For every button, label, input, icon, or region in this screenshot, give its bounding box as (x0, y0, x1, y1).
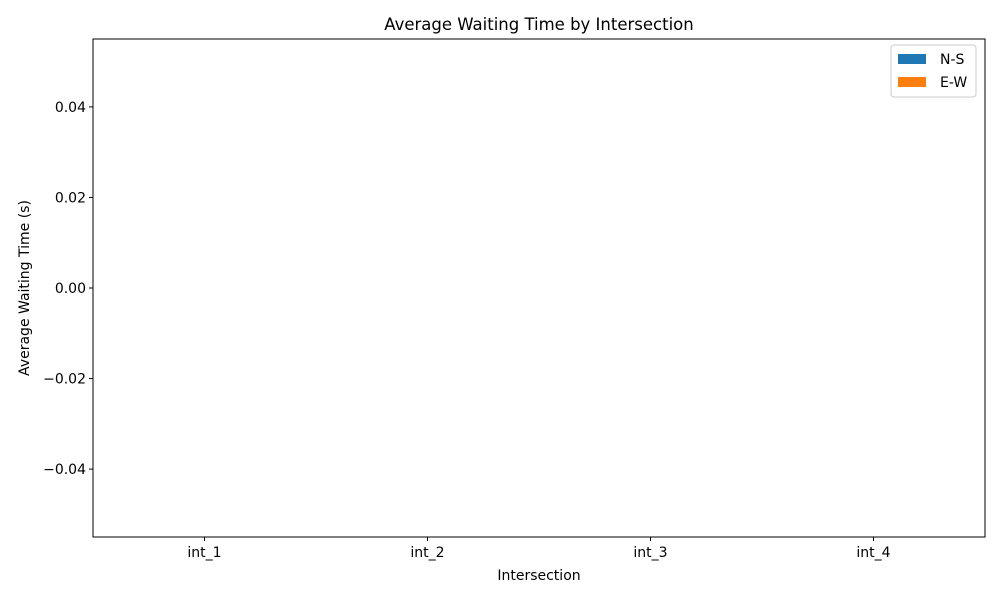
legend-label-ns: N-S (940, 52, 965, 68)
y-axis-ticks: −0.04 −0.02 0.00 0.02 0.04 (43, 100, 93, 478)
chart-title: Average Waiting Time by Intersection (384, 15, 693, 34)
legend-swatch-ew (898, 77, 926, 87)
plot-area (93, 39, 985, 537)
y-tick-label: 0.00 (55, 281, 86, 297)
y-axis-label: Average Waiting Time (s) (17, 200, 33, 376)
y-tick-label: −0.02 (43, 372, 86, 388)
x-axis-label: Intersection (497, 568, 580, 584)
y-tick-label: −0.04 (43, 462, 86, 478)
legend-swatch-ns (898, 54, 926, 64)
legend: N-S E-W (890, 44, 977, 98)
y-tick-label: 0.04 (55, 100, 86, 116)
x-tick-label: int_4 (856, 545, 890, 561)
x-tick-label: int_3 (633, 545, 667, 561)
legend-label-ew: E-W (940, 75, 967, 91)
y-tick-label: 0.02 (55, 190, 86, 206)
x-tick-label: int_2 (410, 545, 444, 561)
x-tick-label: int_1 (187, 545, 221, 561)
x-axis-ticks: int_1 int_2 int_3 int_4 (187, 537, 891, 561)
plot-frame (92, 38, 986, 538)
